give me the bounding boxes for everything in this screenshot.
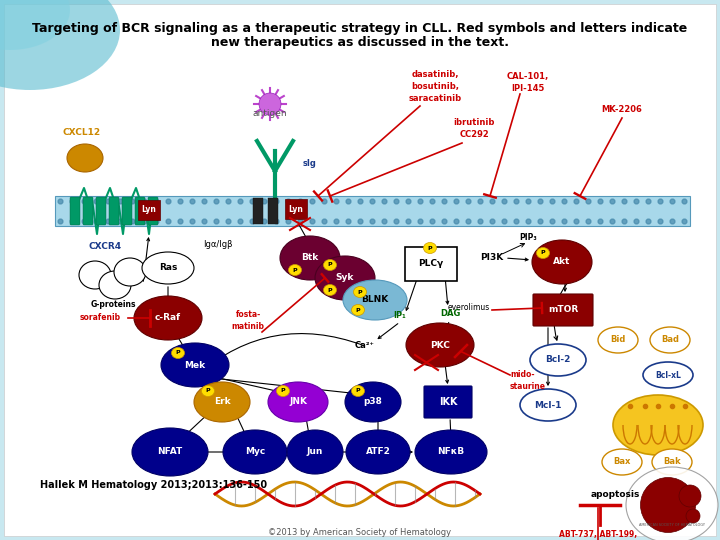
Text: mido-: mido- xyxy=(510,370,534,379)
FancyBboxPatch shape xyxy=(268,198,278,224)
Text: MK-2206: MK-2206 xyxy=(602,105,642,114)
Text: P: P xyxy=(293,267,297,273)
Text: P: P xyxy=(428,246,432,251)
FancyBboxPatch shape xyxy=(424,386,472,418)
Text: Targeting of BCR signaling as a therapeutic strategy in CLL. Red symbols and let: Targeting of BCR signaling as a therapeu… xyxy=(32,22,688,35)
Text: matinib: matinib xyxy=(232,322,264,331)
Text: P: P xyxy=(206,388,210,394)
FancyBboxPatch shape xyxy=(138,200,160,220)
Ellipse shape xyxy=(323,285,336,295)
Ellipse shape xyxy=(406,323,474,367)
Text: IP₁: IP₁ xyxy=(394,312,406,321)
Ellipse shape xyxy=(67,144,103,172)
Text: apoptosis: apoptosis xyxy=(590,490,639,499)
Ellipse shape xyxy=(0,0,70,50)
FancyBboxPatch shape xyxy=(405,247,457,281)
Ellipse shape xyxy=(289,265,302,275)
Text: Lyn: Lyn xyxy=(289,205,303,213)
Ellipse shape xyxy=(346,430,410,474)
Ellipse shape xyxy=(650,327,690,353)
Text: AMERICAN SOCIETY OF HEMATOLOGY: AMERICAN SOCIETY OF HEMATOLOGY xyxy=(639,523,705,527)
Text: Akt: Akt xyxy=(553,258,571,267)
FancyBboxPatch shape xyxy=(96,197,106,225)
Text: ABT-737, ABT-199,: ABT-737, ABT-199, xyxy=(559,530,637,539)
Text: P: P xyxy=(358,289,362,294)
Text: CAL-101,: CAL-101, xyxy=(507,72,549,81)
Ellipse shape xyxy=(520,389,576,421)
FancyBboxPatch shape xyxy=(109,197,119,225)
Text: P: P xyxy=(541,251,545,255)
Text: G-proteins: G-proteins xyxy=(90,300,136,309)
Text: Bid: Bid xyxy=(611,335,626,345)
Text: Ca²⁺: Ca²⁺ xyxy=(355,341,375,350)
Text: sIg: sIg xyxy=(303,159,317,168)
Text: P: P xyxy=(356,307,360,313)
Text: IPI-145: IPI-145 xyxy=(511,84,545,93)
Ellipse shape xyxy=(354,287,366,298)
Text: DAG: DAG xyxy=(440,309,460,319)
Text: Bcl-xL: Bcl-xL xyxy=(655,370,681,380)
Text: PLCγ: PLCγ xyxy=(418,260,444,268)
FancyBboxPatch shape xyxy=(4,4,716,536)
Text: Myc: Myc xyxy=(245,448,265,456)
Text: ATF2: ATF2 xyxy=(366,448,390,456)
Ellipse shape xyxy=(532,240,592,284)
Text: PKC: PKC xyxy=(430,341,450,349)
Text: p38: p38 xyxy=(364,397,382,407)
FancyBboxPatch shape xyxy=(70,197,80,225)
Text: ©2013 by American Society of Hematology: ©2013 by American Society of Hematology xyxy=(269,528,451,537)
Text: P: P xyxy=(176,350,180,355)
Ellipse shape xyxy=(613,395,703,455)
Text: Lyn: Lyn xyxy=(142,206,156,214)
Ellipse shape xyxy=(202,386,215,396)
Text: fosta-: fosta- xyxy=(235,310,261,319)
Ellipse shape xyxy=(315,256,375,300)
FancyBboxPatch shape xyxy=(253,198,263,224)
Ellipse shape xyxy=(536,247,549,259)
FancyBboxPatch shape xyxy=(55,196,690,226)
Text: Hallek M Hematology 2013;2013:136-150: Hallek M Hematology 2013;2013:136-150 xyxy=(40,480,267,490)
Text: Igα/Igβ: Igα/Igβ xyxy=(203,240,233,249)
Text: IKK: IKK xyxy=(438,397,457,407)
Text: bosutinib,: bosutinib, xyxy=(411,82,459,91)
Text: CC292: CC292 xyxy=(459,130,489,139)
Text: P: P xyxy=(328,287,333,293)
Text: Bad: Bad xyxy=(661,335,679,345)
Ellipse shape xyxy=(0,0,120,90)
Text: JNK: JNK xyxy=(289,397,307,407)
Ellipse shape xyxy=(280,236,340,280)
Text: P: P xyxy=(356,388,360,394)
Text: ibrutinib: ibrutinib xyxy=(454,118,495,127)
Text: staurine: staurine xyxy=(510,382,546,391)
Text: Jun: Jun xyxy=(307,448,323,456)
FancyBboxPatch shape xyxy=(148,197,158,225)
Text: PI3K: PI3K xyxy=(480,253,503,262)
Ellipse shape xyxy=(626,467,718,540)
Ellipse shape xyxy=(194,382,250,422)
Ellipse shape xyxy=(142,252,194,284)
FancyBboxPatch shape xyxy=(135,197,145,225)
Text: Mcl-1: Mcl-1 xyxy=(534,401,562,409)
Text: P: P xyxy=(328,262,333,267)
Text: P: P xyxy=(281,388,285,394)
Ellipse shape xyxy=(686,509,700,523)
Text: NFκB: NFκB xyxy=(438,448,464,456)
Ellipse shape xyxy=(679,485,701,507)
Ellipse shape xyxy=(276,386,289,396)
Text: CXCL12: CXCL12 xyxy=(63,128,101,137)
Text: antigen: antigen xyxy=(253,109,287,118)
Text: Bcl-2: Bcl-2 xyxy=(545,355,571,364)
FancyBboxPatch shape xyxy=(83,197,93,225)
Text: BLNK: BLNK xyxy=(361,295,389,305)
Ellipse shape xyxy=(114,258,146,286)
Text: Bak: Bak xyxy=(663,457,681,467)
Text: c-Raf: c-Raf xyxy=(155,314,181,322)
Text: Erk: Erk xyxy=(214,397,230,407)
Text: new therapeutics as discussed in the text.: new therapeutics as discussed in the tex… xyxy=(211,36,509,49)
Text: Btk: Btk xyxy=(302,253,319,262)
FancyBboxPatch shape xyxy=(122,197,132,225)
Ellipse shape xyxy=(79,261,111,289)
Text: PIP₃: PIP₃ xyxy=(519,233,537,242)
Ellipse shape xyxy=(530,344,586,376)
